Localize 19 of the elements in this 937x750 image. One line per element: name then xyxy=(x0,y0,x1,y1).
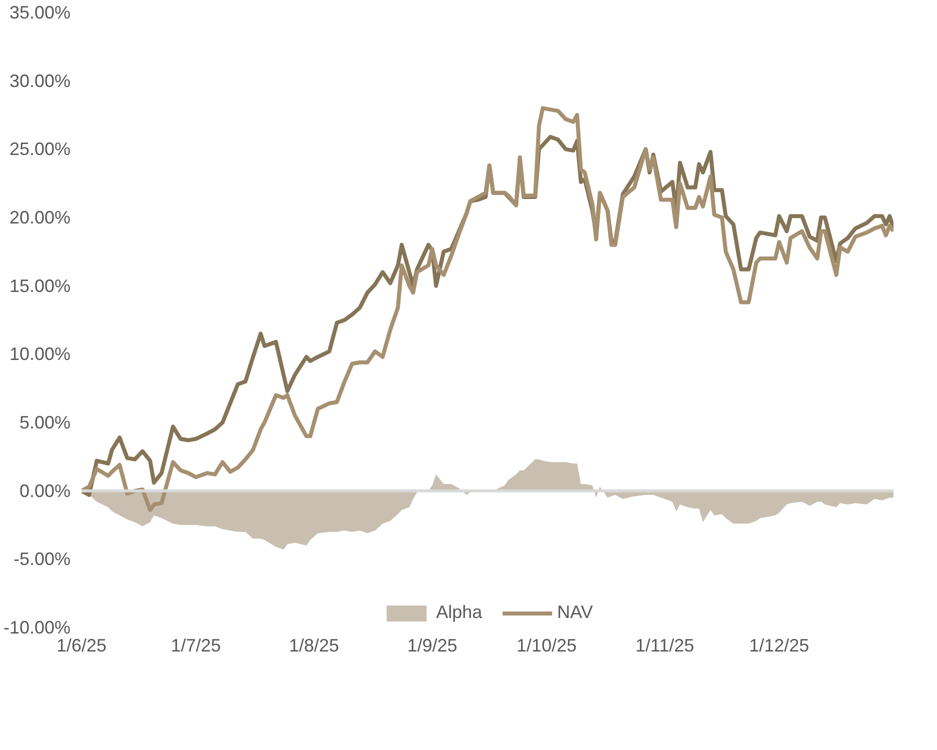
x-tick-label: 1/11/25 xyxy=(635,636,694,656)
x-tick-label: 1/12/25 xyxy=(749,636,810,656)
y-tick-label: 35.00% xyxy=(9,2,71,22)
x-tick-label: 1/10/25 xyxy=(516,636,577,656)
legend-label: Alpha xyxy=(436,602,482,623)
legend-label: NAV xyxy=(557,602,593,623)
x-tick-label: 1/8/25 xyxy=(289,636,340,656)
x-tick-label: 1/9/25 xyxy=(407,636,458,656)
y-tick-label: -10.00% xyxy=(3,618,71,638)
y-tick-label: 10.00% xyxy=(9,344,71,364)
y-tick-label: 0.00% xyxy=(19,480,71,501)
x-tick-label: 1/6/25 xyxy=(56,636,107,656)
y-tick-label: -5.00% xyxy=(13,549,71,570)
y-tick-label: 30.00% xyxy=(9,70,71,91)
y-tick-label: 15.00% xyxy=(9,276,71,296)
x-tick-label: 1/7/25 xyxy=(170,636,221,656)
y-tick-label: 5.00% xyxy=(19,412,71,432)
y-tick-label: 25.00% xyxy=(9,139,71,160)
y-tick-label: 20.00% xyxy=(9,208,71,228)
